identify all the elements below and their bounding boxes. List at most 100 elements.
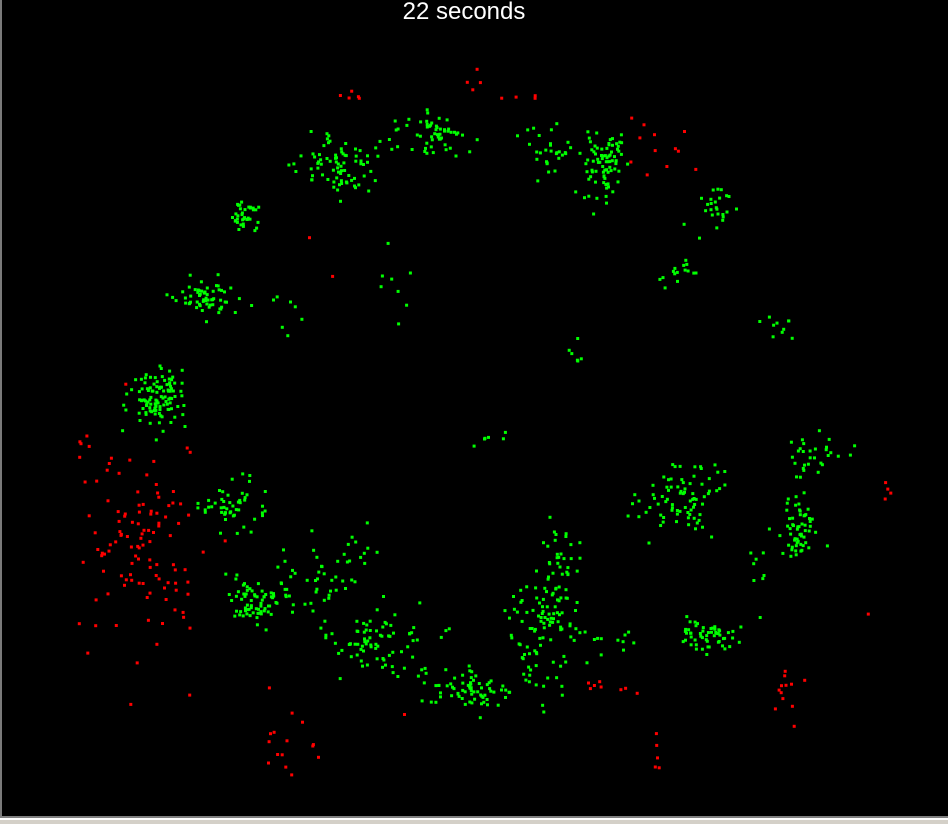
active-particle (691, 492, 695, 496)
active-particle (713, 463, 717, 467)
inactive-particle (624, 686, 628, 690)
active-particle (363, 640, 367, 644)
active-particle (240, 597, 244, 601)
active-particle (183, 296, 187, 300)
active-particle (544, 148, 548, 152)
active-particle (468, 669, 472, 673)
active-particle (411, 639, 415, 643)
active-particle (825, 445, 828, 449)
active-particle (310, 178, 314, 182)
active-particle (470, 701, 474, 705)
active-particle (482, 700, 486, 704)
active-particle (340, 182, 344, 185)
active-particle (801, 450, 805, 453)
active-particle (205, 293, 209, 297)
inactive-particle (272, 730, 276, 734)
active-particle (600, 147, 604, 151)
active-particle (555, 676, 559, 680)
active-particle (397, 322, 401, 326)
inactive-particle (331, 274, 335, 278)
active-particle (438, 127, 442, 131)
active-particle (419, 120, 423, 124)
active-particle (723, 483, 727, 487)
active-particle (275, 295, 279, 299)
active-particle (381, 625, 385, 629)
inactive-particle (290, 773, 294, 777)
active-particle (130, 388, 134, 392)
active-particle (576, 337, 580, 340)
inactive-particle (100, 551, 104, 555)
active-particle (605, 146, 609, 150)
active-particle (693, 465, 697, 469)
active-particle (587, 136, 591, 140)
active-particle (547, 612, 551, 616)
active-particle (793, 538, 797, 542)
active-particle (542, 626, 546, 630)
active-particle (475, 138, 479, 142)
active-particle (480, 694, 484, 698)
active-particle (363, 561, 367, 565)
active-particle (700, 196, 703, 200)
active-particle (626, 162, 630, 166)
active-particle (662, 475, 666, 479)
active-particle (142, 398, 146, 402)
active-particle (375, 629, 378, 633)
active-particle (245, 588, 249, 592)
inactive-particle (137, 503, 141, 507)
active-particle (187, 302, 191, 306)
active-particle (251, 206, 255, 210)
active-particle (354, 540, 358, 544)
active-particle (800, 438, 804, 442)
active-particle (549, 638, 553, 642)
active-particle (333, 641, 337, 645)
active-particle (788, 517, 791, 521)
active-particle (144, 412, 148, 416)
active-particle (224, 518, 227, 521)
active-particle (795, 527, 799, 531)
inactive-particle (773, 707, 777, 711)
active-particle (538, 636, 542, 640)
active-particle (694, 624, 698, 628)
inactive-particle (149, 509, 153, 513)
active-particle (572, 638, 576, 642)
inactive-particle (500, 96, 504, 100)
active-particle (196, 501, 200, 505)
active-particle (289, 300, 292, 304)
active-particle (237, 297, 241, 301)
active-particle (293, 305, 297, 309)
active-particle (362, 621, 366, 625)
active-particle (614, 162, 618, 166)
active-particle (683, 506, 687, 509)
active-particle (320, 564, 323, 568)
active-particle (725, 210, 729, 214)
active-particle (566, 140, 570, 144)
active-particle (259, 601, 263, 605)
active-particle (325, 157, 329, 160)
bottom-scrollbar[interactable] (0, 816, 948, 824)
active-particle (478, 716, 482, 720)
active-particle (797, 502, 801, 506)
active-particle (698, 513, 702, 517)
inactive-particle (777, 688, 781, 692)
active-particle (679, 489, 683, 493)
active-particle (693, 620, 697, 624)
active-particle (216, 284, 220, 288)
active-particle (339, 164, 343, 168)
active-particle (171, 375, 175, 379)
active-particle (701, 626, 705, 630)
inactive-particle (655, 743, 659, 747)
active-particle (789, 532, 793, 536)
active-particle (158, 364, 162, 368)
active-particle (436, 133, 440, 137)
inactive-particle (83, 480, 87, 484)
active-particle (728, 645, 732, 649)
active-particle (542, 710, 546, 714)
active-particle (694, 647, 698, 651)
active-particle (338, 183, 341, 187)
active-particle (678, 491, 682, 495)
active-particle (607, 185, 610, 189)
active-particle (393, 119, 397, 123)
active-particle (153, 402, 157, 406)
active-particle (257, 607, 260, 611)
active-particle (616, 144, 620, 148)
